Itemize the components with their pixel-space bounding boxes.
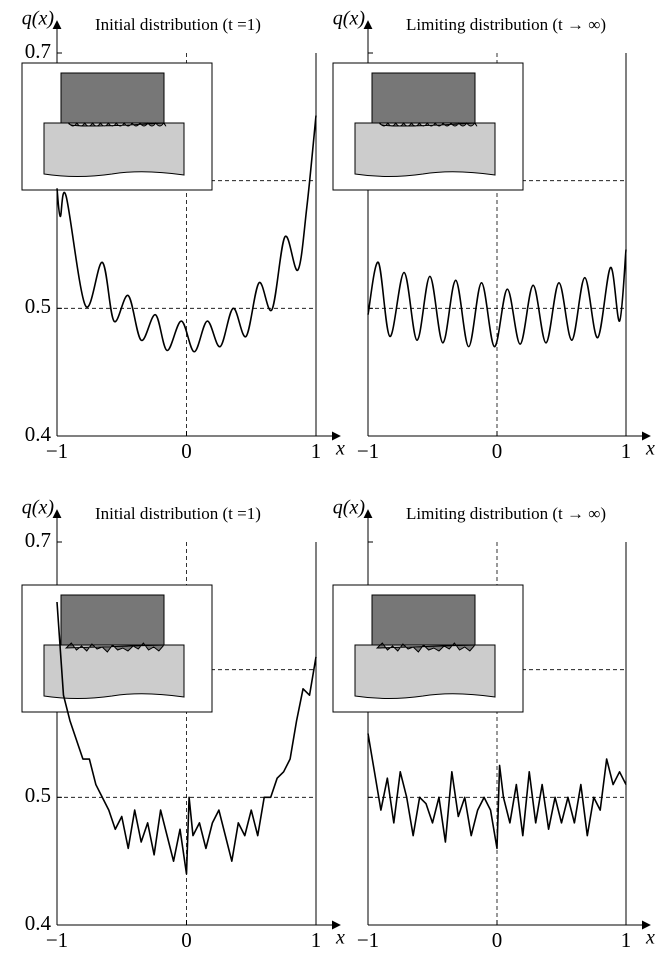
inset xyxy=(332,584,524,713)
x-tick-label: 0 xyxy=(492,439,503,463)
x-tick-label: 1 xyxy=(621,439,632,463)
title: Initial distribution (t =1) xyxy=(95,15,261,34)
x-tick-label: 0 xyxy=(181,439,192,463)
x-axis-label: x xyxy=(335,927,345,949)
inset xyxy=(21,62,213,191)
y-tick-label: 0.4 xyxy=(25,911,52,935)
x-tick-label: −1 xyxy=(357,439,379,463)
y-tick-label: 0.7 xyxy=(25,39,51,63)
y-tick-label: 0.5 xyxy=(25,294,51,318)
data-line xyxy=(56,601,317,875)
x-tick-label: −1 xyxy=(46,439,68,463)
y-axis-label: q(x) xyxy=(333,497,366,519)
y-axis-label: q(x) xyxy=(333,8,366,30)
x-axis-label: x xyxy=(645,438,655,460)
inset-base xyxy=(354,644,496,699)
inset-block xyxy=(60,72,167,127)
x-tick-label: 0 xyxy=(181,928,192,952)
y-axis-label: q(x) xyxy=(22,497,55,519)
inset xyxy=(332,62,524,191)
data-line xyxy=(56,115,317,353)
data-line xyxy=(367,249,627,348)
x-axis-label: x xyxy=(645,927,655,949)
inset xyxy=(21,584,213,713)
title: Limiting distribution (t → ∞) xyxy=(406,15,606,34)
y-axis-label: q(x) xyxy=(22,8,55,30)
x-axis-label: x xyxy=(335,438,345,460)
inset-base xyxy=(43,644,185,699)
y-tick-label: 0.7 xyxy=(25,528,51,552)
inset-base xyxy=(354,122,496,177)
y-tick-label: 0.5 xyxy=(25,783,51,807)
inset-block xyxy=(60,594,166,653)
title: Limiting distribution (t → ∞) xyxy=(406,504,606,523)
x-tick-label: −1 xyxy=(46,928,68,952)
x-tick-label: 1 xyxy=(311,439,322,463)
inset-base xyxy=(43,122,185,177)
data-line xyxy=(367,733,627,850)
title: Initial distribution (t =1) xyxy=(95,504,261,523)
x-tick-label: 1 xyxy=(621,928,632,952)
inset-block xyxy=(371,72,478,127)
x-tick-label: −1 xyxy=(357,928,379,952)
inset-block xyxy=(371,594,477,653)
x-tick-label: 0 xyxy=(492,928,503,952)
y-tick-label: 0.4 xyxy=(25,422,52,446)
x-tick-label: 1 xyxy=(311,928,322,952)
